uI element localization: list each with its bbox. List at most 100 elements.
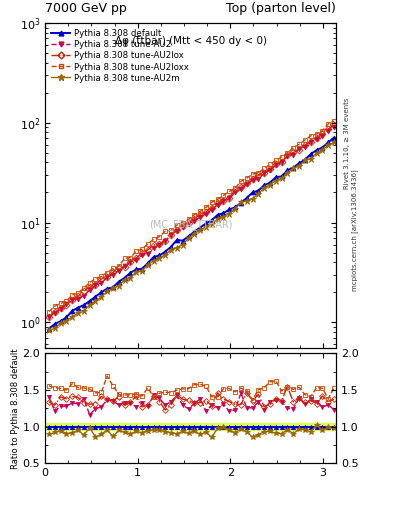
Pythia 8.308 tune-AU2lox — [64, 302, 69, 308]
Pythia 8.308 tune-AU2loxx — [244, 175, 249, 181]
Pythia 8.308 tune-AU2 — [192, 218, 197, 224]
Pythia 8.308 tune-AU2lox — [332, 122, 336, 129]
Pythia 8.308 default — [215, 212, 220, 218]
Pythia 8.308 tune-AU2lox — [320, 131, 325, 137]
Pythia 8.308 tune-AU2lox — [192, 216, 197, 222]
Pythia 8.308 tune-AU2lox — [163, 238, 168, 244]
Text: mcplots.cern.ch [arXiv:1306.3436]: mcplots.cern.ch [arXiv:1306.3436] — [352, 169, 358, 291]
Pythia 8.308 default — [326, 139, 331, 145]
Pythia 8.308 default — [227, 206, 231, 212]
Pythia 8.308 tune-AU2 — [285, 153, 290, 159]
Pythia 8.308 tune-AU2loxx — [326, 121, 331, 127]
Pythia 8.308 tune-AU2m — [75, 310, 80, 316]
Line: Pythia 8.308 tune-AU2: Pythia 8.308 tune-AU2 — [46, 125, 336, 319]
Pythia 8.308 tune-AU2m — [105, 288, 109, 294]
Pythia 8.308 tune-AU2lox — [314, 135, 319, 141]
Pythia 8.308 default — [58, 318, 63, 324]
Pythia 8.308 tune-AU2m — [116, 283, 121, 289]
Pythia 8.308 tune-AU2loxx — [215, 196, 220, 202]
Pythia 8.308 tune-AU2lox — [128, 259, 133, 265]
Pythia 8.308 tune-AU2m — [174, 244, 179, 250]
Pythia 8.308 tune-AU2loxx — [128, 254, 133, 261]
Pythia 8.308 tune-AU2m — [250, 196, 255, 202]
Pythia 8.308 default — [93, 293, 98, 300]
Pythia 8.308 default — [221, 210, 226, 216]
Pythia 8.308 tune-AU2loxx — [309, 133, 313, 139]
Pythia 8.308 default — [244, 195, 249, 201]
Pythia 8.308 tune-AU2loxx — [279, 154, 284, 160]
Pythia 8.308 tune-AU2 — [140, 252, 144, 258]
Pythia 8.308 tune-AU2 — [180, 224, 185, 230]
Pythia 8.308 tune-AU2 — [221, 198, 226, 204]
Pythia 8.308 default — [157, 252, 162, 259]
Pythia 8.308 tune-AU2 — [215, 202, 220, 208]
Pythia 8.308 tune-AU2lox — [134, 255, 139, 261]
Text: 7000 GeV pp: 7000 GeV pp — [45, 2, 127, 15]
Pythia 8.308 tune-AU2lox — [221, 198, 226, 204]
Pythia 8.308 default — [105, 286, 109, 292]
Pythia 8.308 default — [297, 160, 301, 166]
Pythia 8.308 tune-AU2loxx — [274, 157, 278, 163]
Pythia 8.308 default — [180, 238, 185, 244]
Pythia 8.308 tune-AU2loxx — [157, 233, 162, 240]
Pythia 8.308 tune-AU2 — [250, 177, 255, 183]
Pythia 8.308 tune-AU2 — [314, 136, 319, 142]
Pythia 8.308 tune-AU2loxx — [332, 118, 336, 124]
Pythia 8.308 tune-AU2lox — [70, 297, 75, 304]
Pythia 8.308 tune-AU2m — [81, 308, 86, 314]
Pythia 8.308 tune-AU2lox — [180, 223, 185, 229]
Pythia 8.308 tune-AU2loxx — [221, 193, 226, 199]
Pythia 8.308 tune-AU2loxx — [174, 222, 179, 228]
Pythia 8.308 tune-AU2lox — [279, 159, 284, 165]
Pythia 8.308 tune-AU2lox — [151, 242, 156, 248]
Pythia 8.308 tune-AU2 — [227, 196, 231, 202]
Pythia 8.308 tune-AU2m — [157, 255, 162, 262]
Pythia 8.308 tune-AU2m — [64, 317, 69, 324]
Pythia 8.308 tune-AU2lox — [285, 153, 290, 159]
Pythia 8.308 tune-AU2 — [204, 210, 208, 217]
Pythia 8.308 tune-AU2m — [239, 199, 243, 205]
Pythia 8.308 tune-AU2m — [186, 235, 191, 241]
Y-axis label: Ratio to Pythia 8.308 default: Ratio to Pythia 8.308 default — [11, 348, 20, 468]
Pythia 8.308 tune-AU2m — [87, 302, 92, 308]
Pythia 8.308 tune-AU2lox — [239, 184, 243, 190]
Pythia 8.308 tune-AU2 — [332, 124, 336, 131]
Pythia 8.308 tune-AU2loxx — [87, 280, 92, 286]
Pythia 8.308 default — [145, 260, 150, 266]
Pythia 8.308 tune-AU2lox — [58, 305, 63, 311]
Pythia 8.308 tune-AU2lox — [110, 269, 115, 275]
Pythia 8.308 tune-AU2lox — [303, 142, 307, 148]
Pythia 8.308 tune-AU2 — [145, 251, 150, 257]
Pythia 8.308 tune-AU2m — [128, 274, 133, 281]
Pythia 8.308 default — [128, 270, 133, 276]
Pythia 8.308 default — [320, 144, 325, 151]
Text: (MC_FBA_TTBAR): (MC_FBA_TTBAR) — [149, 219, 232, 230]
Pythia 8.308 tune-AU2lox — [52, 309, 57, 315]
Pythia 8.308 tune-AU2m — [262, 185, 266, 191]
Pythia 8.308 default — [309, 151, 313, 157]
Pythia 8.308 tune-AU2loxx — [297, 141, 301, 147]
Pythia 8.308 tune-AU2m — [215, 216, 220, 222]
Pythia 8.308 tune-AU2loxx — [180, 220, 185, 226]
Pythia 8.308 tune-AU2loxx — [227, 188, 231, 195]
Pythia 8.308 default — [192, 228, 197, 234]
Pythia 8.308 default — [116, 279, 121, 285]
Pythia 8.308 tune-AU2loxx — [209, 199, 214, 205]
Pythia 8.308 default — [279, 173, 284, 179]
Pythia 8.308 tune-AU2lox — [46, 314, 51, 320]
Pythia 8.308 default — [262, 182, 266, 188]
Pythia 8.308 tune-AU2 — [134, 257, 139, 263]
Pythia 8.308 default — [204, 220, 208, 226]
Pythia 8.308 default — [169, 244, 173, 250]
Pythia 8.308 tune-AU2lox — [186, 220, 191, 226]
Pythia 8.308 tune-AU2loxx — [122, 255, 127, 262]
Pythia 8.308 tune-AU2 — [274, 162, 278, 168]
Pythia 8.308 tune-AU2 — [320, 133, 325, 139]
Pythia 8.308 default — [163, 249, 168, 255]
Pythia 8.308 tune-AU2loxx — [163, 228, 168, 234]
Pythia 8.308 tune-AU2m — [209, 221, 214, 227]
Pythia 8.308 tune-AU2m — [192, 231, 197, 237]
Pythia 8.308 tune-AU2lox — [297, 147, 301, 153]
Pythia 8.308 default — [52, 321, 57, 327]
Pythia 8.308 tune-AU2 — [64, 301, 69, 307]
